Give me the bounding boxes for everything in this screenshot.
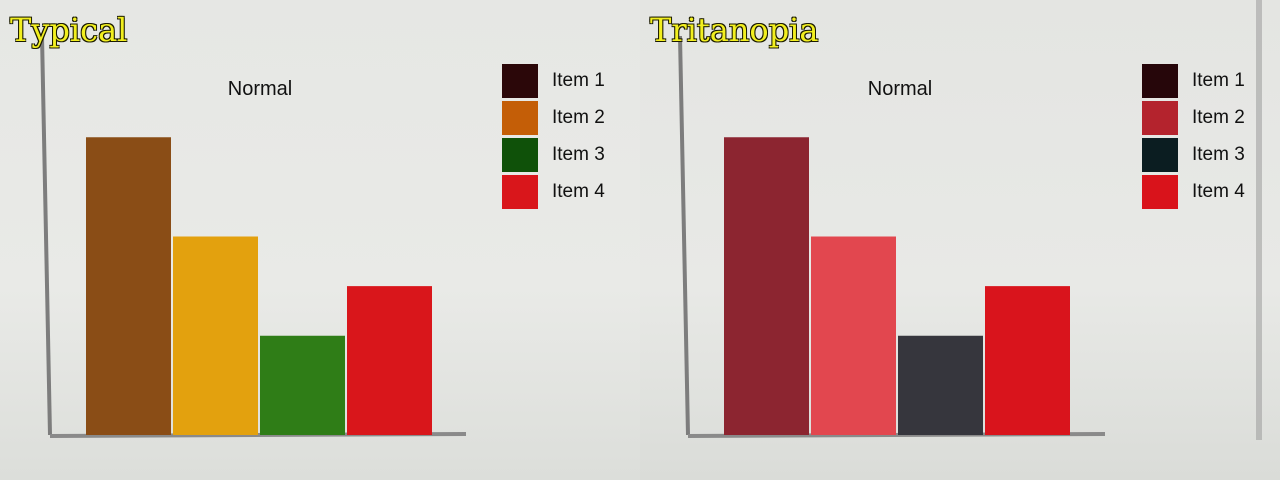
legend-label: Item 2 [552, 106, 605, 128]
legend-label: Item 3 [1192, 143, 1245, 165]
y-axis-line [40, 35, 52, 436]
legend-label: Item 1 [552, 69, 605, 91]
legend-swatch [1142, 137, 1178, 172]
legend-label: Item 4 [1192, 180, 1245, 202]
screen-edge-divider [1256, 0, 1262, 440]
legend-item: Item 3 [502, 136, 605, 173]
typical-legend: Item 1 Item 2 Item 3 Item 4 [502, 62, 605, 210]
legend-swatch [1142, 174, 1178, 209]
legend-item: Item 2 [1142, 99, 1245, 136]
legend-label: Item 2 [1192, 106, 1245, 128]
legend-item: Item 1 [1142, 62, 1245, 99]
bar-item-3 [898, 335, 983, 435]
bar-item-2 [173, 236, 258, 435]
typical-chart-title: Normal [227, 78, 293, 100]
legend-label: Item 4 [552, 180, 605, 202]
legend-label: Item 1 [1192, 69, 1245, 91]
legend-swatch [502, 63, 538, 98]
legend-swatch [1142, 63, 1178, 98]
tritanopia-chart [678, 35, 1106, 438]
tritanopia-label: Tritanopia [650, 11, 819, 49]
legend-swatch [502, 100, 538, 135]
legend-item: Item 4 [502, 173, 605, 210]
legend-item: Item 3 [1142, 136, 1245, 173]
tritanopia-chart-title: Normal [867, 78, 933, 100]
typical-chart [40, 35, 467, 438]
tritanopia-panel: Normal Item 1 Item 2 Item 3 Item 4 Trita… [640, 0, 1280, 480]
bar-item-4 [347, 286, 432, 435]
legend-label: Item 3 [552, 143, 605, 165]
legend-swatch [502, 137, 538, 172]
typical-panel: Normal Item 1 Item 2 Item 3 Item 4 Typic… [0, 0, 640, 480]
y-axis-line [678, 35, 690, 436]
bar-item-1 [724, 137, 809, 435]
legend-swatch [502, 174, 538, 209]
legend-swatch [1142, 100, 1178, 135]
typical-label: Typical [10, 11, 128, 49]
legend-item: Item 4 [1142, 173, 1245, 210]
legend-item: Item 1 [502, 62, 605, 99]
bar-item-3 [260, 335, 345, 435]
bar-item-2 [811, 236, 896, 435]
legend-item: Item 2 [502, 99, 605, 136]
tritanopia-legend: Item 1 Item 2 Item 3 Item 4 [1142, 62, 1245, 210]
bar-item-4 [985, 286, 1070, 435]
bar-item-1 [86, 137, 171, 435]
